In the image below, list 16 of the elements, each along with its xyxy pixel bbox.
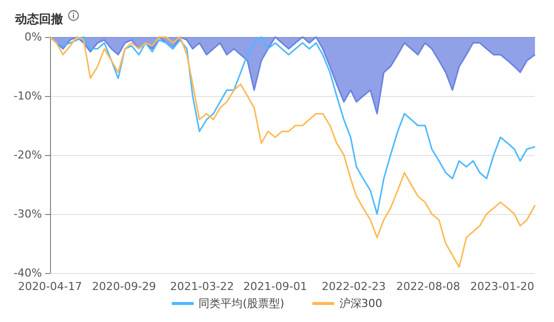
legend-label: 同类平均(股票型): [198, 297, 284, 310]
x-tick-label: 2022-02-23: [322, 280, 386, 293]
legend-label: 沪深300: [339, 297, 382, 310]
y-tick-label: -30%: [14, 208, 42, 220]
y-tick-label: -10%: [14, 90, 42, 102]
x-tick-label: 2020-09-29: [92, 280, 156, 293]
x-tick-label: 2021-03-22: [170, 280, 234, 293]
x-tick-label: 2022-08-08: [396, 280, 460, 293]
y-tick-label: 0%: [24, 30, 42, 44]
y-tick-label: -20%: [14, 148, 42, 162]
x-tick-label: 2021-09-01: [243, 280, 308, 293]
x-tick-label: 2023-01-20: [470, 280, 534, 293]
y-tick-label: -40%: [14, 266, 42, 280]
chart-title: 动态回撤: [14, 12, 63, 26]
line-series: [49, 36, 536, 268]
x-tick-label: 2020-04-17: [18, 280, 82, 293]
